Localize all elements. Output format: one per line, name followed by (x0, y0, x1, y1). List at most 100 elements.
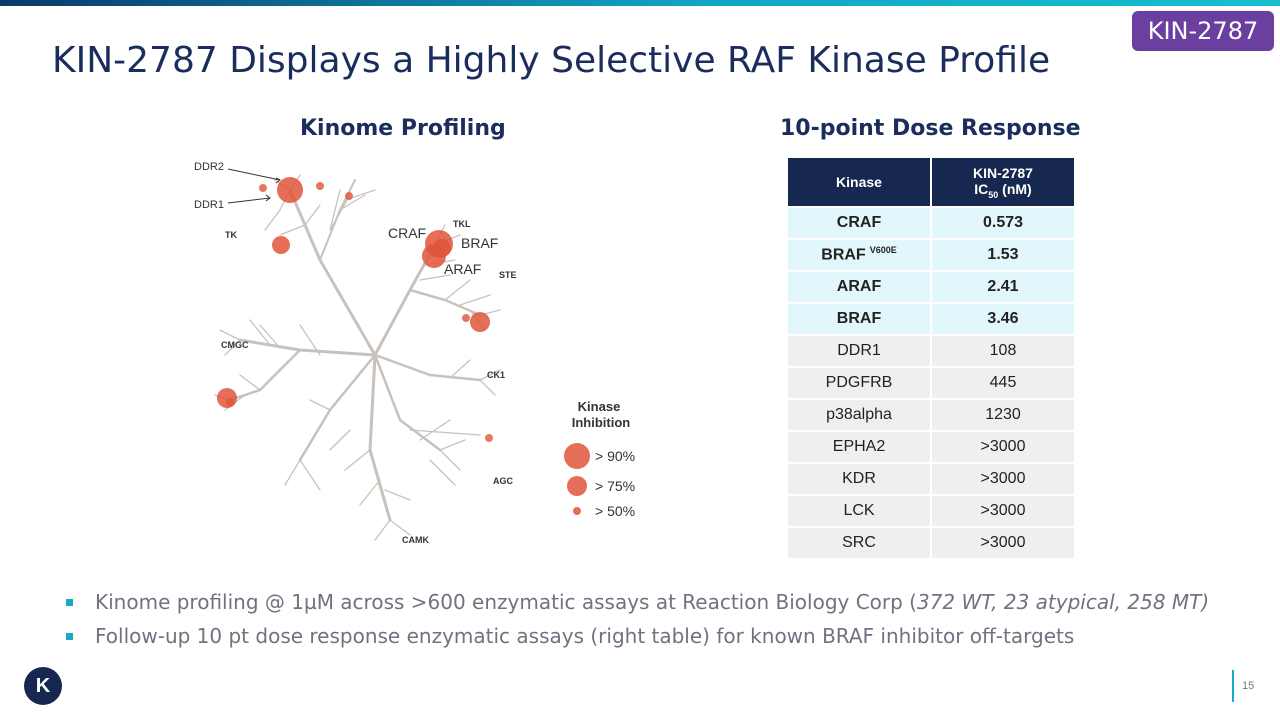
ddr2-arrow (227, 168, 281, 181)
ic50-cell: >3000 (932, 528, 1074, 558)
legend-label-90: > 90% (595, 448, 635, 464)
table-row: BRAF 3.46 (788, 304, 1074, 334)
ic50-cell: >3000 (932, 432, 1074, 462)
hit-ddr-small (259, 184, 267, 192)
bullet-marker (66, 598, 73, 606)
label-ddr2: DDR2 (194, 161, 224, 173)
group-label-tkl: TKL (453, 219, 471, 229)
ddr1-arrow (227, 197, 271, 204)
group-label-ste: STE (499, 270, 517, 280)
kinase-name: EPHA2 (832, 438, 886, 455)
table-row: CRAF 0.573 (788, 208, 1074, 238)
group-label-ck1: CK1 (487, 370, 505, 380)
label-craf: CRAF (388, 225, 426, 241)
ic50-cell: 3.46 (932, 304, 1074, 334)
kinase-name: BRAF (821, 246, 866, 264)
hit-ste-large (470, 312, 490, 332)
company-logo: K (24, 667, 62, 705)
kinase-name: BRAF (836, 310, 882, 327)
kinase-cell: DDR1 (788, 336, 930, 366)
table-row: KDR >3000 (788, 464, 1074, 494)
kinase-cell: PDGFRB (788, 368, 930, 398)
ic50-cell: 1230 (932, 400, 1074, 430)
legend-dot-50 (573, 507, 581, 515)
kinase-cell: CRAF (788, 208, 930, 238)
kinase-cell: EPHA2 (788, 432, 930, 462)
col-header-kinase: Kinase (788, 158, 930, 206)
legend-title-1: Kinase (578, 399, 621, 414)
legend-dot-75 (567, 476, 587, 496)
kinase-name: KDR (842, 470, 876, 487)
kinase-cell: BRAF V600E (788, 240, 930, 270)
label-araf: ARAF (444, 261, 481, 277)
bullet-item: Follow-up 10 pt dose response enzymatic … (66, 619, 1209, 653)
bullet-1-italic: 372 WT, 23 atypical, 258 MT) (916, 590, 1210, 614)
col-header-compound: KIN-2787 (973, 164, 1033, 181)
kinase-name: LCK (843, 502, 875, 519)
table-row: LCK >3000 (788, 496, 1074, 526)
col-header-ic: IC (974, 180, 989, 197)
kinase-name: ARAF (836, 278, 882, 295)
col-header-unit: (nM) (998, 180, 1032, 197)
kinase-cell: LCK (788, 496, 930, 526)
legend-title-2: Inhibition (572, 415, 631, 430)
group-label-agc: AGC (493, 476, 514, 486)
table-row: PDGFRB 445 (788, 368, 1074, 398)
bullet-2-text: Follow-up 10 pt dose response enzymatic … (95, 624, 1075, 648)
dose-response-table: Kinase KIN-2787 IC50 (nM) CRAF 0.573 BRAF V… (786, 156, 1076, 560)
bullet-item: Kinome profiling @ 1µM across >600 enzym… (66, 585, 1209, 619)
kinase-name: PDGFRB (825, 374, 893, 391)
hit-braf (433, 239, 451, 257)
kinase-cell: SRC (788, 528, 930, 558)
bullet-marker (66, 632, 73, 640)
kinome-tree-branches (214, 174, 501, 541)
kinase-name: DDR1 (837, 342, 881, 359)
page-number: 15 (1242, 680, 1255, 692)
kinase-name: p38alpha (826, 406, 892, 423)
table-row: DDR1 108 (788, 336, 1074, 366)
inhibition-hits (217, 177, 493, 442)
kinase-name: CRAF (836, 214, 882, 231)
ic50-cell: >3000 (932, 464, 1074, 494)
col-header-ic50: KIN-2787 IC50 (nM) (932, 158, 1074, 206)
kinase-cell: p38alpha (788, 400, 930, 430)
table-row: SRC >3000 (788, 528, 1074, 558)
dose-table-body: CRAF 0.573 BRAF V600E 1.53 ARAF 2.41 BRAF 3.46 DD… (788, 208, 1074, 558)
top-accent-bar (0, 0, 1280, 6)
slide-title: KIN-2787 Displays a Highly Selective RAF… (52, 40, 1051, 81)
label-braf: BRAF (461, 235, 498, 251)
legend-label-75: > 75% (595, 478, 635, 494)
hit-tk-small-2 (345, 192, 353, 200)
ic50-cell: 2.41 (932, 272, 1074, 302)
legend-dot-90 (564, 443, 590, 469)
group-label-tk: TK (225, 230, 237, 240)
group-label-camk: CAMK (402, 535, 429, 545)
page-divider (1232, 670, 1234, 702)
ic50-cell: 445 (932, 368, 1074, 398)
dose-heading: 10-point Dose Response (780, 116, 1081, 141)
kinome-heading: Kinome Profiling (300, 116, 506, 141)
ic50-cell: 0.573 (932, 208, 1074, 238)
table-row: EPHA2 >3000 (788, 432, 1074, 462)
hit-agc (485, 434, 493, 442)
hit-ste-small (462, 314, 470, 322)
table-row: BRAF V600E 1.53 (788, 240, 1074, 270)
bullet-1-text: Kinome profiling @ 1µM across >600 enzym… (95, 590, 917, 614)
kinase-name: SRC (842, 534, 876, 551)
kinome-tree-figure: DDR2 DDR1 TK TKL CRAF BRAF ARAF STE CMGC… (194, 161, 635, 545)
kinase-cell: ARAF (788, 272, 930, 302)
kinase-mutation: V600E (869, 245, 897, 256)
hit-cmgc-small (226, 398, 234, 406)
hit-ddr-large (277, 177, 303, 203)
kinase-cell: BRAF (788, 304, 930, 334)
legend-label-50: > 50% (595, 503, 635, 519)
product-badge: KIN-2787 (1132, 11, 1274, 51)
hit-tk (272, 236, 290, 254)
ic50-cell: 108 (932, 336, 1074, 366)
group-label-cmgc: CMGC (221, 340, 249, 350)
col-header-ic-sub: 50 (988, 189, 999, 200)
kinase-cell: KDR (788, 464, 930, 494)
hit-cmgc (217, 388, 237, 408)
ic50-cell: >3000 (932, 496, 1074, 526)
table-row: ARAF 2.41 (788, 272, 1074, 302)
